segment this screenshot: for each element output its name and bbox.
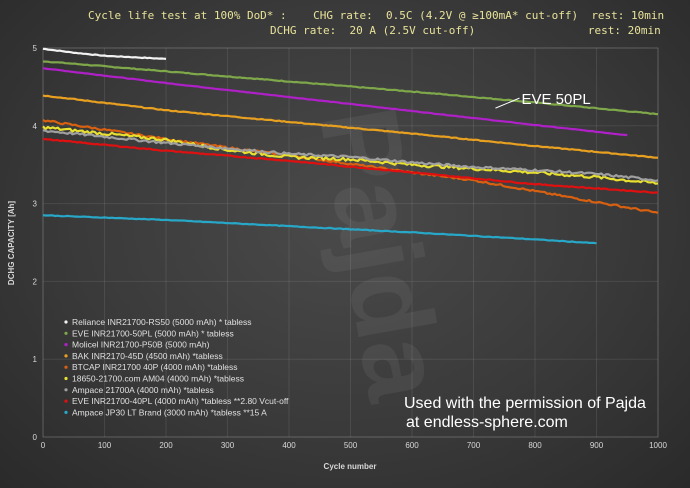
- grid: [42, 47, 659, 438]
- series-line: [42, 129, 659, 183]
- legend: Reliance INR21700-RS50 (5000 mAh) * tabl…: [64, 317, 289, 417]
- annotation-pointer: [495, 97, 520, 109]
- legend-entry: EVE INR21700-50PL (5000 mAh) * tabless: [72, 328, 234, 338]
- legend-marker: [64, 376, 68, 381]
- annotation-label: EVE 50PL: [521, 91, 590, 108]
- series-line: [42, 214, 597, 245]
- legend-marker: [64, 343, 68, 347]
- legend-entry: BAK INR2170-45D (4500 mAh) *tabless: [72, 351, 223, 361]
- series-line: [42, 60, 659, 116]
- watermark: Pajda: [296, 98, 468, 409]
- legend-marker: [64, 388, 68, 392]
- x-axis-title: Cycle number: [324, 462, 377, 471]
- axis-ticks: 0 100 200 300 400 500 600 700 800 900 1000 0 1 2 3 4 5: [33, 44, 668, 450]
- x-tick-label: 400: [282, 441, 296, 450]
- x-tick-label: 200: [159, 441, 173, 450]
- legend-marker: [64, 365, 68, 369]
- x-tick-label: 600: [405, 441, 419, 450]
- series-lines: [42, 47, 659, 245]
- legend-entry: BTCAP INR21700 40P (4000 mAh) *tabless: [72, 362, 238, 372]
- x-tick-label: 300: [221, 441, 235, 450]
- plot-area-frame: [42, 47, 659, 438]
- legend-entry: 18650-21700.com AM04 (4000 mAh) *tabless: [72, 374, 244, 384]
- annotation: EVE 50PL: [495, 91, 591, 109]
- permission-line-1: Used with the permission of Pajda: [404, 395, 646, 412]
- y-tick-label: 1: [33, 355, 38, 364]
- legend-entry: Ampace 21700A (4000 mAh) *tabless: [72, 385, 214, 395]
- x-tick-label: 700: [467, 441, 481, 450]
- y-axis-title: DCHG CAPACITY [Ah]: [7, 201, 16, 285]
- x-tick-label: 800: [528, 441, 542, 450]
- x-tick-label: 500: [344, 441, 358, 450]
- y-tick-label: 2: [33, 277, 38, 286]
- header-line-2: DCHG rate: 20 A (2.5V cut-off) rest: 20m…: [270, 24, 661, 37]
- legend-entry: Reliance INR21700-RS50 (5000 mAh) * tabl…: [72, 317, 252, 327]
- x-tick-label: 900: [590, 441, 604, 450]
- series-line: [42, 138, 659, 194]
- legend-marker: [64, 331, 68, 335]
- legend-marker: [64, 354, 68, 358]
- y-tick-label: 3: [33, 200, 38, 209]
- x-tick-label: 0: [41, 441, 46, 450]
- permission-line-2: at endless-sphere.com: [406, 414, 568, 431]
- series-line: [42, 94, 658, 159]
- legend-entry: Molicel INR21700-P50B (5000 mAh): [72, 340, 210, 350]
- legend-marker: [64, 399, 68, 403]
- legend-entry: EVE INR21700-40PL (4000 mAh) *tabless **…: [72, 396, 289, 406]
- legend-marker: [64, 410, 68, 414]
- permission-text: Used with the permission of Pajda at end…: [404, 394, 646, 432]
- y-tick-label: 4: [33, 122, 38, 131]
- legend-marker: [64, 320, 68, 324]
- series-line: [42, 125, 659, 185]
- x-tick-label: 100: [98, 441, 112, 450]
- legend-entry: Ampace JP30 LT Brand (3000 mAh) *tabless…: [72, 407, 267, 417]
- x-tick-label: 1000: [649, 441, 667, 450]
- y-tick-label: 0: [33, 433, 38, 442]
- header-line-1: Cycle life test at 100% DoD* : CHG rate:…: [88, 9, 665, 22]
- y-tick-label: 5: [33, 44, 38, 53]
- series-line: [42, 47, 167, 60]
- series-line: [42, 67, 628, 137]
